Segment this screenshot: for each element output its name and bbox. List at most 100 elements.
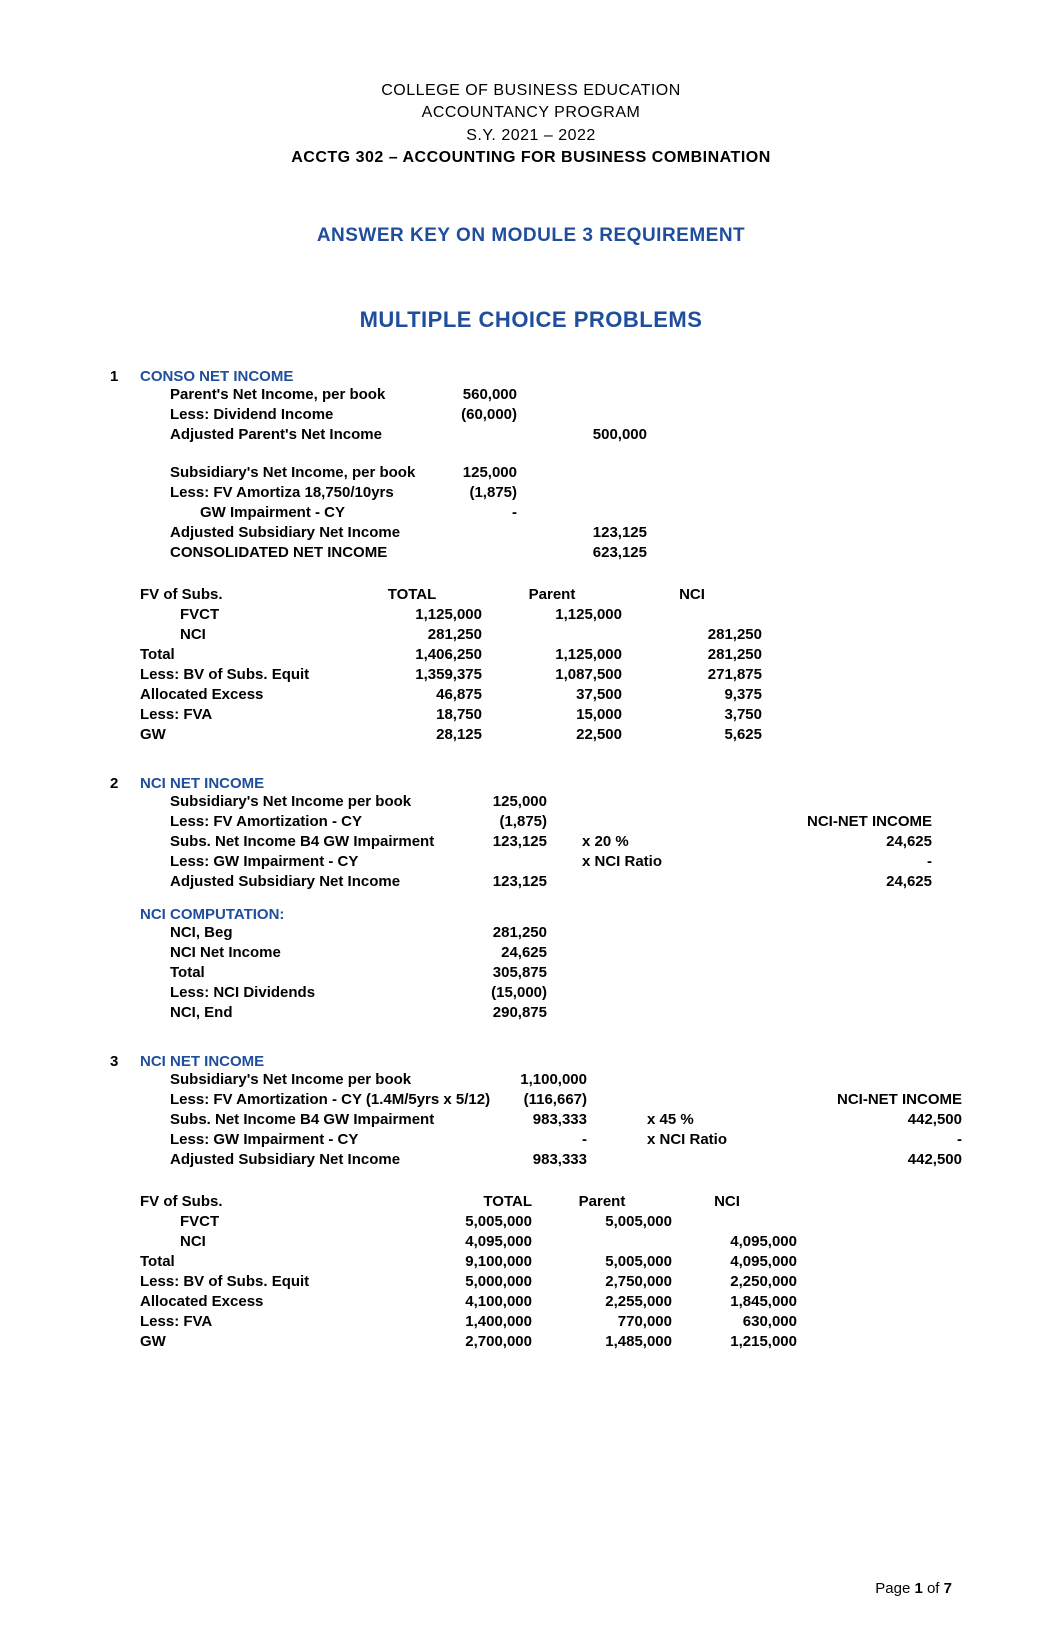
fv-table-1: FV of Subs.TOTALParentNCIFVCT1,125,0001,… <box>140 585 952 745</box>
item-label: Adjusted Subsidiary Net Income <box>170 872 400 892</box>
cell-total: 9,100,000 <box>392 1252 532 1272</box>
row-label: Less: BV of Subs. Equit <box>140 1272 309 1292</box>
cell-total: 46,875 <box>342 685 482 705</box>
line-item: Adjusted Subsidiary Net Income 123,125 <box>170 523 952 543</box>
line-item: Adjusted Subsidiary Net Income123,12524,… <box>170 872 952 892</box>
cell-total: 18,750 <box>342 705 482 725</box>
value-col4: 24,625 <box>812 872 932 892</box>
item-label: Less: FV Amortization - CY <box>170 812 362 832</box>
line-item: Total305,875 <box>170 963 952 983</box>
table-row: GW28,12522,5005,625 <box>140 725 952 745</box>
answer-key-title: ANSWER KEY ON MODULE 3 REQUIREMENT <box>110 225 952 247</box>
value-col1: - <box>467 1130 587 1150</box>
line-item: Subsidiary's Net Income per book125,000 <box>170 792 952 812</box>
document-header: COLLEGE OF BUSINESS EDUCATION ACCOUNTANC… <box>110 80 952 170</box>
value-col1: 983,333 <box>467 1110 587 1130</box>
value-col2: 123,125 <box>527 523 647 543</box>
item-label: Less: NCI Dividends <box>170 983 315 1003</box>
value-col1: 281,250 <box>427 923 547 943</box>
cell-parent: 22,500 <box>482 725 622 745</box>
section-heading: NCI NET INCOME <box>140 775 952 792</box>
line-item: Adjusted Parent's Net Income500,000 <box>170 425 952 445</box>
table-row: GW2,700,0001,485,0001,215,000 <box>140 1332 952 1352</box>
col-head-parent: Parent <box>482 585 622 605</box>
cell-parent: 2,255,000 <box>532 1292 672 1312</box>
value-col1: 125,000 <box>397 463 517 483</box>
cell-total: 28,125 <box>342 725 482 745</box>
cell-nci: 1,845,000 <box>657 1292 797 1312</box>
item-label: Subs. Net Income B4 GW Impairment <box>170 832 434 852</box>
page-footer: Page 1 of 7 <box>875 1580 952 1597</box>
col-head-label: FV of Subs. <box>140 585 223 605</box>
line-item: Subsidiary's Net Income, per book125,000 <box>170 463 952 483</box>
page-current: 1 <box>914 1580 922 1597</box>
section-title: MULTIPLE CHOICE PROBLEMS <box>110 307 952 333</box>
value-col1: 983,333 <box>467 1150 587 1170</box>
table-header: FV of Subs.TOTALParentNCI <box>140 1192 952 1212</box>
table-row: Less: BV of Subs. Equit1,359,3751,087,50… <box>140 665 952 685</box>
item-label: Subsidiary's Net Income per book <box>170 1070 411 1090</box>
section-2: 2 NCI NET INCOME Subsidiary's Net Income… <box>110 775 952 1023</box>
cell-total: 2,700,000 <box>392 1332 532 1352</box>
item-label: NCI Net Income <box>170 943 281 963</box>
table-row: NCI281,250281,250 <box>140 625 952 645</box>
line-item: Less: GW Impairment - CYx NCI Ratio- <box>170 852 952 872</box>
value-col1: 125,000 <box>427 792 547 812</box>
page: COLLEGE OF BUSINESS EDUCATION ACCOUNTANC… <box>0 0 1062 1627</box>
cell-nci: 5,625 <box>622 725 762 745</box>
row-label: Less: FVA <box>140 1312 212 1332</box>
item-label: Adjusted Subsidiary Net Income <box>170 523 400 543</box>
value-col4: - <box>812 852 932 872</box>
header-line-3: S.Y. 2021 – 2022 <box>110 125 952 147</box>
table-row: Less: FVA18,75015,0003,750 <box>140 705 952 725</box>
multiplier: x NCI Ratio <box>582 852 702 872</box>
section-number: 3 <box>110 1053 118 1070</box>
value-col1: 24,625 <box>427 943 547 963</box>
line-item: NCI, Beg281,250 <box>170 923 952 943</box>
cell-total: 1,125,000 <box>342 605 482 625</box>
row-label: NCI <box>180 625 206 645</box>
item-label: CONSOLIDATED NET INCOME <box>170 543 387 563</box>
cell-total: 1,406,250 <box>342 645 482 665</box>
table-row: Less: BV of Subs. Equit5,000,0002,750,00… <box>140 1272 952 1292</box>
line-item: NCI, End 290,875 <box>170 1003 952 1023</box>
line-item: GW Impairment - CY - <box>200 503 952 523</box>
page-mid: of <box>923 1580 944 1597</box>
header-line-4: ACCTG 302 – ACCOUNTING FOR BUSINESS COMB… <box>110 147 952 169</box>
cell-parent: 37,500 <box>482 685 622 705</box>
cell-nci: 281,250 <box>622 645 762 665</box>
value-col4: - <box>842 1130 962 1150</box>
table-row: Total1,406,2501,125,000281,250 <box>140 645 952 665</box>
multiplier: x 45 % <box>647 1110 757 1130</box>
cell-parent: 15,000 <box>482 705 622 725</box>
table-row: FVCT5,005,0005,005,000 <box>140 1212 952 1232</box>
fv-table-3: FV of Subs.TOTALParentNCIFVCT5,005,0005,… <box>140 1192 952 1352</box>
cell-total: 4,095,000 <box>392 1232 532 1252</box>
line-item: Less: Dividend Income(60,000) <box>170 405 952 425</box>
row-label: GW <box>140 1332 166 1352</box>
value-col1: 290,875 <box>427 1003 547 1023</box>
cell-nci: 2,250,000 <box>657 1272 797 1292</box>
cell-total: 5,005,000 <box>392 1212 532 1232</box>
row-label: Allocated Excess <box>140 685 263 705</box>
cell-nci: 271,875 <box>622 665 762 685</box>
col-head-total: TOTAL <box>392 1192 532 1212</box>
value-col2: 623,125 <box>527 543 647 563</box>
item-label: NCI, End <box>170 1003 233 1023</box>
col-head-parent: Parent <box>532 1192 672 1212</box>
line-item: Subs. Net Income B4 GW Impairment123,125… <box>170 832 952 852</box>
cell-total: 1,359,375 <box>342 665 482 685</box>
row-label: Allocated Excess <box>140 1292 263 1312</box>
value-col1: - <box>397 503 517 523</box>
value-col1: 305,875 <box>427 963 547 983</box>
line-item: Less: NCI Dividends(15,000) <box>170 983 952 1003</box>
header-line-2: ACCOUNTANCY PROGRAM <box>110 102 952 124</box>
item-label: GW Impairment - CY <box>200 503 345 523</box>
multiplier: x NCI Ratio <box>647 1130 757 1150</box>
item-label: Less: FV Amortization - CY (1.4M/5yrs x … <box>170 1090 490 1110</box>
cell-total: 281,250 <box>342 625 482 645</box>
nci-computation-heading: NCI COMPUTATION: <box>140 906 952 923</box>
row-label: FVCT <box>180 1212 219 1232</box>
content: 1 CONSO NET INCOME Parent's Net Income, … <box>110 368 952 1352</box>
table-row: Allocated Excess4,100,0002,255,0001,845,… <box>140 1292 952 1312</box>
